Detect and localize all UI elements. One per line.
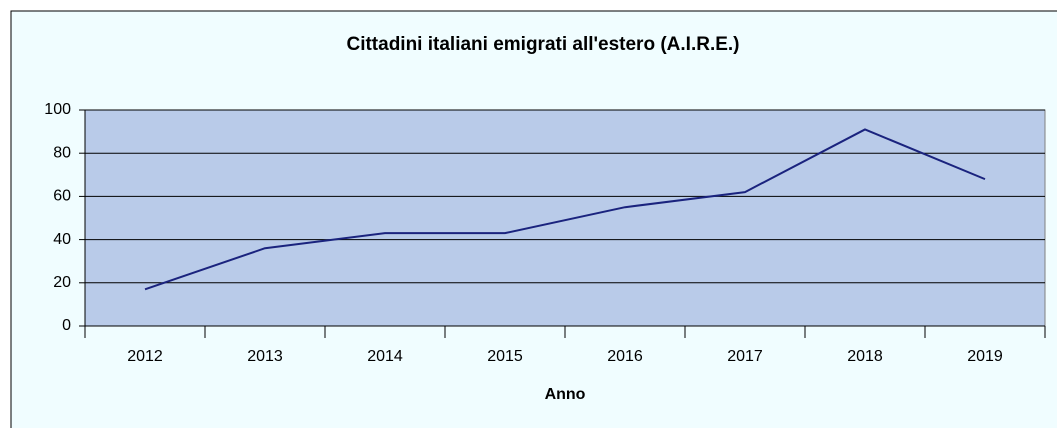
y-tick-label: 60 xyxy=(53,188,71,205)
y-tick-label: 40 xyxy=(53,231,71,248)
x-tick-label: 2012 xyxy=(127,348,163,365)
y-tick-label: 80 xyxy=(53,144,71,161)
x-axis-title: Anno xyxy=(545,386,586,403)
y-tick-label: 100 xyxy=(44,101,71,118)
x-tick-label: 2018 xyxy=(847,348,883,365)
x-tick-label: 2015 xyxy=(487,348,523,365)
data-line xyxy=(144,128,986,291)
x-tick-label: 2013 xyxy=(247,348,283,365)
x-tick-label: 2017 xyxy=(727,348,763,365)
x-tick-label: 2019 xyxy=(967,348,1003,365)
plot-area xyxy=(84,109,1046,327)
x-tick-label: 2016 xyxy=(607,348,643,365)
x-tick-label: 2014 xyxy=(367,348,403,365)
y-tick-label: 20 xyxy=(53,274,71,291)
y-tick-label: 0 xyxy=(62,317,71,334)
chart-title: Cittadini italiani emigrati all'estero (… xyxy=(346,34,739,55)
